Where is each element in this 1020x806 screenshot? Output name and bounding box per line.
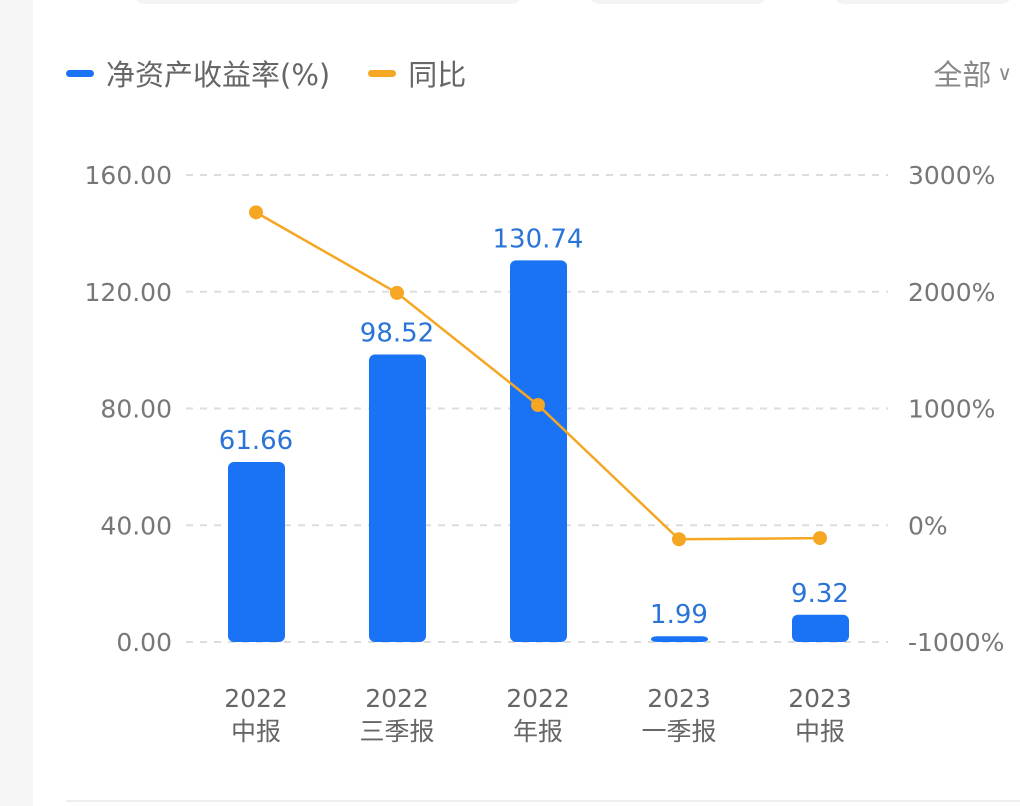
x-axis-tick-period: 三季报 (359, 717, 434, 746)
left-axis-tick: 120.00 (85, 278, 172, 307)
right-axis-tick: 2000% (908, 278, 995, 307)
x-axis-tick-year: 2023 (647, 684, 711, 713)
legend-swatch (66, 69, 94, 77)
bar-value-label: 9.32 (791, 579, 849, 609)
legend-label: 同比 (408, 58, 467, 92)
yoy-point (672, 532, 686, 547)
legend: 净资产收益率(%) 同比 (66, 52, 504, 94)
right-axis-tick: 1000% (908, 395, 995, 424)
bar (792, 614, 849, 642)
bar (369, 354, 426, 642)
top-tab[interactable] (133, 0, 403, 4)
yoy-point (249, 205, 263, 220)
x-axis-tick-period: 中报 (795, 717, 845, 746)
bar-value-label: 1.99 (650, 600, 708, 630)
left-axis-tick: 80.00 (100, 395, 172, 424)
x-axis-tick-year: 2022 (506, 684, 570, 713)
legend-item-roe[interactable]: 净资产收益率(%) (66, 52, 330, 94)
bar-value-label: 130.74 (493, 224, 584, 254)
yoy-point (531, 397, 545, 412)
bar (510, 260, 567, 642)
bar-value-label: 98.52 (360, 318, 434, 348)
right-axis-tick: 0% (908, 511, 948, 540)
top-tab[interactable] (833, 0, 1013, 4)
legend-item-yoy[interactable]: 同比 (368, 52, 466, 94)
x-axis-tick-period: 一季报 (641, 717, 716, 746)
legend-swatch (368, 69, 397, 77)
left-axis-tick: 0.00 (116, 628, 172, 657)
yoy-point (813, 531, 827, 546)
top-tab[interactable] (343, 0, 523, 4)
bar (228, 462, 285, 642)
x-axis-tick-year: 2022 (224, 684, 288, 713)
right-axis-tick: 3000% (908, 161, 995, 190)
top-tab[interactable] (588, 0, 768, 4)
x-axis-tick-year: 2023 (788, 684, 852, 713)
bar (651, 636, 708, 642)
filter-label: 全部 (933, 58, 992, 92)
period-filter-dropdown[interactable]: 全部 ∨ (933, 52, 1012, 94)
x-axis-tick-period: 中报 (231, 717, 281, 746)
yoy-point (390, 285, 404, 300)
x-axis-tick-period: 年报 (513, 717, 563, 746)
bar-value-label: 61.66 (219, 426, 293, 456)
divider (66, 800, 1020, 802)
chevron-down-icon: ∨ (997, 61, 1012, 85)
left-axis-tick: 160.00 (85, 161, 172, 190)
right-axis-tick: -1000% (908, 628, 1004, 657)
legend-label: 净资产收益率(%) (106, 58, 331, 92)
x-axis-tick-year: 2022 (365, 684, 429, 713)
left-axis-tick: 40.00 (100, 511, 172, 540)
